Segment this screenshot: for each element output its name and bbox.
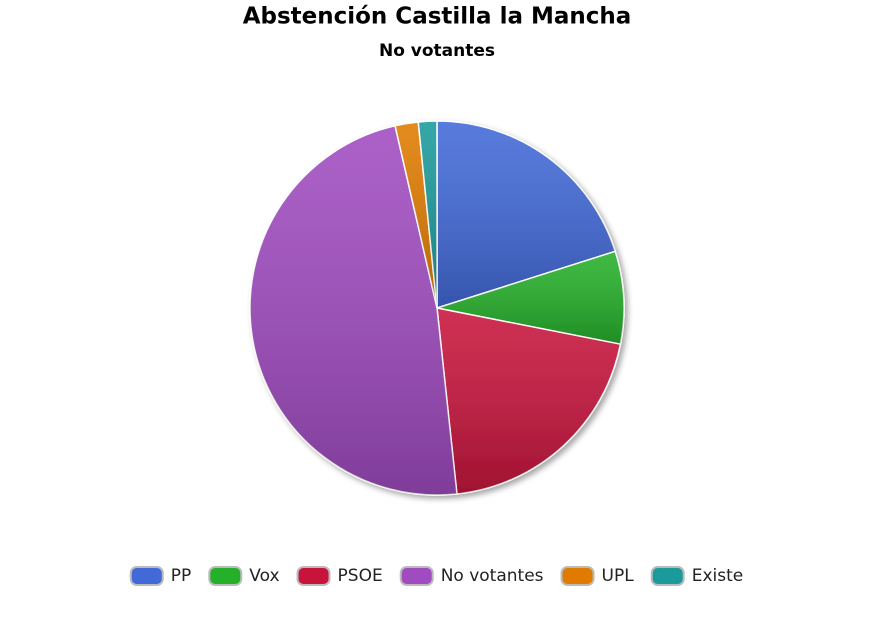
- legend-label: No votantes: [441, 566, 544, 586]
- legend-label: PP: [171, 566, 192, 586]
- chart-title: Abstención Castilla la Mancha: [243, 4, 632, 30]
- chart-subtitle: No votantes: [379, 41, 495, 61]
- slice-shade: [437, 121, 616, 308]
- legend-swatch: [208, 566, 243, 586]
- slice-shade: [250, 125, 457, 495]
- legend-swatch: [296, 566, 331, 586]
- slice-shade: [418, 121, 437, 308]
- legend-swatch: [560, 566, 595, 586]
- slice-shade: [437, 308, 621, 494]
- legend-label: PSOE: [338, 566, 383, 586]
- slice-shade: [395, 121, 437, 309]
- legend-swatch: [399, 566, 434, 586]
- pie: [249, 120, 625, 496]
- slice-shade: [437, 251, 625, 345]
- legend-swatch: [650, 566, 685, 586]
- legend-swatch: [129, 566, 164, 586]
- legend-label: Existe: [692, 566, 744, 586]
- legend: PP Vox PSOE No votantes UPL Existe: [129, 566, 744, 586]
- legend-label: UPL: [602, 566, 635, 586]
- legend-label: Vox: [249, 566, 279, 586]
